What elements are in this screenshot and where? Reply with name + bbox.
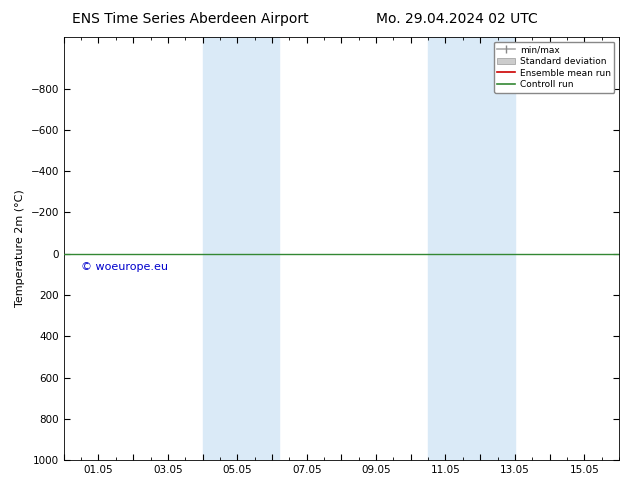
Text: ENS Time Series Aberdeen Airport: ENS Time Series Aberdeen Airport xyxy=(72,12,309,26)
Bar xyxy=(203,37,279,460)
Text: Mo. 29.04.2024 02 UTC: Mo. 29.04.2024 02 UTC xyxy=(375,12,538,26)
Y-axis label: Temperature 2m (°C): Temperature 2m (°C) xyxy=(15,190,25,307)
Bar xyxy=(428,37,515,460)
Text: © woeurope.eu: © woeurope.eu xyxy=(81,262,168,272)
Legend: min/max, Standard deviation, Ensemble mean run, Controll run: min/max, Standard deviation, Ensemble me… xyxy=(494,42,614,93)
